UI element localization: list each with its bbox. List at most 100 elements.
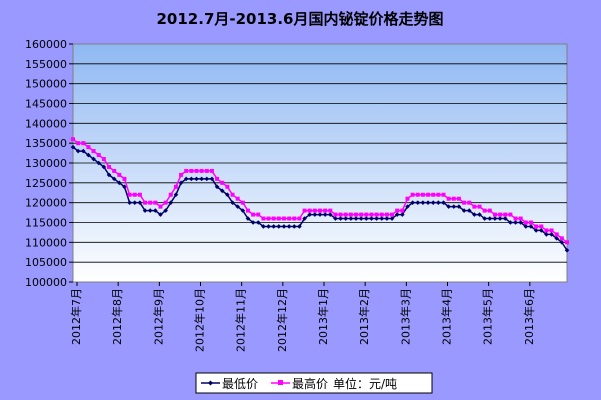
data-point xyxy=(498,212,503,217)
data-point xyxy=(358,216,364,221)
data-point xyxy=(379,216,385,221)
data-point xyxy=(400,208,405,213)
data-point xyxy=(472,212,477,217)
x-tick-label: 2013年4月 xyxy=(440,288,454,345)
data-point xyxy=(101,164,107,170)
data-point xyxy=(122,184,127,190)
data-point xyxy=(173,184,178,189)
data-point xyxy=(276,216,281,221)
data-point xyxy=(101,157,106,162)
data-point xyxy=(91,149,96,154)
data-point xyxy=(415,200,421,205)
data-point xyxy=(153,208,158,213)
data-point xyxy=(374,216,379,221)
data-point xyxy=(184,168,189,173)
data-point xyxy=(472,204,477,209)
series-layer xyxy=(70,137,570,253)
data-point xyxy=(343,216,349,221)
data-point xyxy=(312,208,317,213)
data-point xyxy=(431,192,436,197)
data-point xyxy=(456,204,462,209)
data-point xyxy=(523,220,528,225)
data-point xyxy=(148,200,153,205)
legend-unit-note: 单位：元/吨 xyxy=(333,376,397,391)
y-tick-label: 135000 xyxy=(25,137,67,150)
data-point xyxy=(318,208,322,213)
data-point xyxy=(255,220,261,225)
data-point xyxy=(286,224,292,229)
data-point xyxy=(106,172,112,178)
y-tick-label: 100000 xyxy=(25,276,67,289)
data-point xyxy=(441,192,446,197)
data-point xyxy=(405,204,410,209)
data-point xyxy=(394,212,400,217)
data-point xyxy=(436,200,441,205)
data-point xyxy=(297,216,302,221)
data-point xyxy=(482,216,487,221)
data-point xyxy=(327,212,333,217)
data-point xyxy=(271,216,276,221)
legend-marker-high xyxy=(278,380,283,385)
x-tick-label: 2012年12月 xyxy=(275,288,289,352)
data-point xyxy=(261,224,266,229)
data-point xyxy=(322,212,328,217)
data-point xyxy=(338,216,343,221)
data-point xyxy=(111,176,117,182)
data-point xyxy=(364,212,369,217)
data-point xyxy=(307,212,313,217)
data-point xyxy=(359,212,364,217)
data-point xyxy=(441,200,446,205)
data-point xyxy=(513,220,518,225)
x-tick-label: 2012年10月 xyxy=(193,288,207,352)
data-point xyxy=(251,212,256,217)
data-point xyxy=(390,212,395,217)
data-point xyxy=(225,184,230,189)
data-point xyxy=(80,148,86,154)
data-point xyxy=(96,153,101,158)
data-point xyxy=(456,196,461,201)
x-tick-label: 2012年8月 xyxy=(110,288,124,345)
data-point xyxy=(287,216,292,221)
data-point xyxy=(564,247,570,253)
data-point xyxy=(107,164,112,169)
y-tick-label: 155000 xyxy=(25,58,67,71)
data-point xyxy=(513,216,518,221)
x-tick-label: 2013年3月 xyxy=(398,288,412,345)
data-point xyxy=(281,216,286,221)
data-point xyxy=(127,192,132,197)
y-tick-label: 145000 xyxy=(25,98,67,111)
data-point xyxy=(168,200,174,205)
data-point xyxy=(492,216,498,221)
data-point xyxy=(554,236,560,241)
data-point xyxy=(395,208,400,213)
data-point xyxy=(199,168,204,173)
data-point xyxy=(518,216,523,221)
data-point xyxy=(132,200,138,205)
data-point xyxy=(364,216,369,221)
data-point xyxy=(502,216,508,221)
data-point xyxy=(266,216,271,221)
data-point xyxy=(183,176,189,182)
data-point xyxy=(565,240,569,245)
data-point xyxy=(415,192,420,197)
data-point xyxy=(194,176,199,182)
data-point xyxy=(539,224,544,229)
data-point xyxy=(523,224,529,229)
data-point xyxy=(297,224,302,229)
y-tick-label: 125000 xyxy=(25,177,67,190)
data-point xyxy=(96,160,102,166)
data-point xyxy=(544,232,549,237)
data-point xyxy=(245,216,251,221)
data-point xyxy=(70,144,76,150)
data-point xyxy=(122,176,127,181)
data-point xyxy=(178,180,184,186)
data-point xyxy=(538,228,544,233)
data-point xyxy=(461,208,467,213)
x-tick-label: 2012年9月 xyxy=(151,288,165,345)
data-point xyxy=(81,141,86,146)
data-point xyxy=(158,204,163,209)
data-point xyxy=(256,212,261,217)
data-point xyxy=(137,200,143,205)
data-point xyxy=(250,220,256,225)
